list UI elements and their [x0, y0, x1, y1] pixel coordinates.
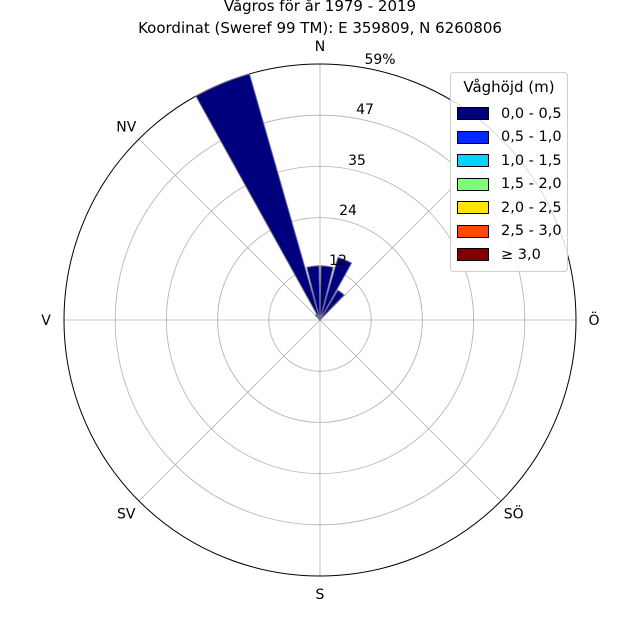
wind-bar — [319, 265, 334, 321]
legend: Våghöjd (m) 0,0 - 0,5 0,5 - 1,0 1,0 - 1,5 1… — [450, 72, 568, 272]
legend-swatch — [457, 130, 489, 144]
radial-tick-label: 47 — [356, 102, 374, 118]
wind-bar — [314, 313, 321, 321]
legend-swatch — [457, 201, 489, 215]
chart-subtitle: Koordinat (Sweref 99 TM): E 359809, N 62… — [138, 19, 502, 37]
legend-item: 0,0 - 0,5 — [451, 102, 567, 126]
legend-item: 1,0 - 1,5 — [451, 149, 567, 173]
legend-item: 1,5 - 2,0 — [451, 173, 567, 197]
wind-bar — [319, 256, 353, 321]
chart-title: Vågros för år 1979 - 2019 — [223, 0, 417, 15]
legend-item: ≥ 3,0 — [451, 243, 567, 267]
legend-item: 2,5 - 3,0 — [451, 220, 567, 244]
grid-spoke — [138, 138, 321, 321]
direction-label: SÖ — [504, 505, 524, 523]
grid-spoke — [319, 319, 502, 502]
wind-bar — [306, 265, 321, 321]
legend-swatch — [457, 107, 489, 121]
direction-label: V — [41, 313, 51, 329]
polar-frame — [63, 63, 577, 577]
legend-label: ≥ 3,0 — [501, 246, 541, 263]
direction-label: N — [315, 39, 325, 55]
wind-bar — [319, 289, 345, 321]
direction-label: SV — [117, 507, 136, 523]
grid-spoke — [138, 319, 321, 502]
legend-label: 1,0 - 1,5 — [501, 152, 562, 169]
radial-tick-label: 12 — [329, 253, 347, 269]
legend-swatch — [457, 224, 489, 238]
direction-label: S — [316, 587, 325, 603]
legend-swatch — [457, 248, 489, 262]
direction-label: Ö — [588, 311, 599, 329]
legend-label: 2,5 - 3,0 — [501, 223, 562, 240]
legend-label: 0,5 - 1,0 — [501, 129, 562, 146]
legend-label: 1,5 - 2,0 — [501, 176, 562, 193]
legend-label: 0,0 - 0,5 — [501, 105, 562, 122]
legend-item: 2,0 - 2,5 — [451, 196, 567, 220]
radial-tick-label: 35 — [348, 153, 366, 169]
direction-label: NV — [116, 119, 136, 135]
legend-title: Våghöjd (m) — [463, 78, 555, 96]
wind-bar — [195, 73, 321, 321]
legend-swatch — [457, 177, 489, 191]
radial-tick-label: 24 — [339, 203, 357, 219]
legend-item: 0,5 - 1,0 — [451, 126, 567, 150]
legend-swatch — [457, 154, 489, 168]
radial-tick-label: 59% — [364, 52, 395, 68]
legend-label: 2,0 - 2,5 — [501, 199, 562, 216]
